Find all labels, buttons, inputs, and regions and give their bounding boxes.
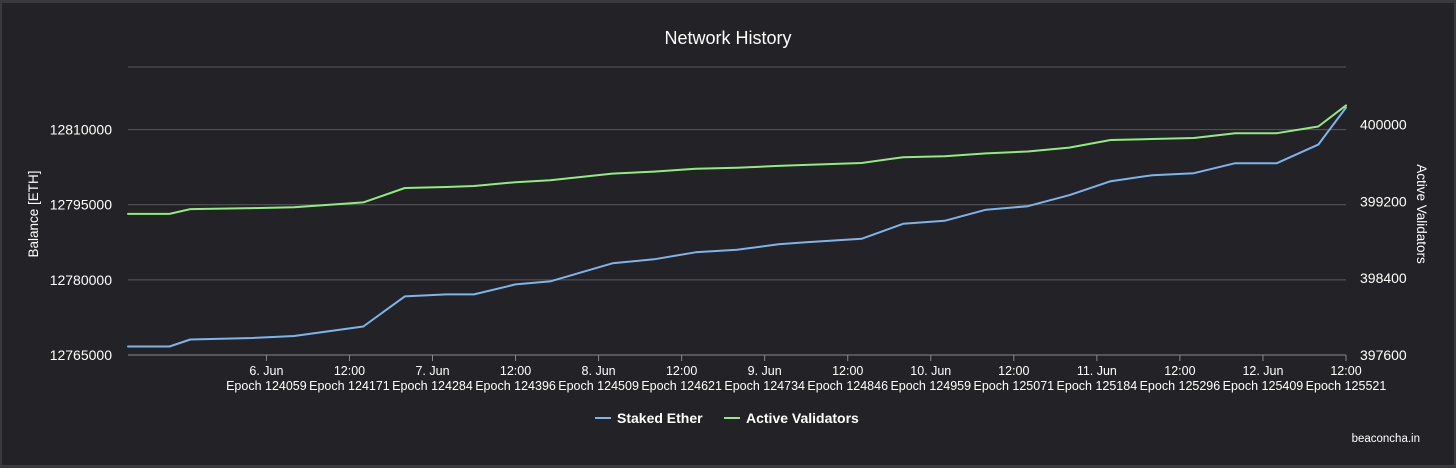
legend-item-active-validators[interactable]: Active Validators — [724, 410, 859, 426]
left-y-tick-label: 12780000 — [50, 272, 113, 288]
right-y-axis-ticks: 397600 398400 399200 400000 — [1360, 117, 1407, 363]
legend-label-active-validators: Active Validators — [746, 410, 859, 426]
series-line-staked-ether — [127, 106, 1347, 348]
chart-canvas: Network History 12765000 12780000 12795000… — [26, 28, 1429, 445]
gridlines — [128, 66, 1346, 356]
x-tick-epoch-label: Epoch 125296 — [1140, 379, 1221, 393]
x-tick-date-label: 12:00 — [666, 364, 697, 378]
x-tick-epoch-label: Epoch 125409 — [1223, 379, 1304, 393]
series-lines — [127, 104, 1347, 348]
x-tick-epoch-label: Epoch 124284 — [392, 379, 473, 393]
x-tick-date-label: 11. Jun — [1077, 364, 1117, 378]
x-tick-epoch-label: Epoch 124846 — [807, 379, 888, 393]
x-tick-date-label: 12:00 — [832, 364, 863, 378]
right-y-tick-label: 397600 — [1360, 347, 1407, 363]
x-tick-epoch-label: Epoch 124396 — [475, 379, 556, 393]
x-tick-epoch-label: Epoch 125071 — [973, 379, 1054, 393]
x-tick-date-label: 9. Jun — [748, 364, 782, 378]
x-tick-date-label: 12:00 — [334, 364, 365, 378]
x-tick-date-label: 10. Jun — [910, 364, 951, 378]
x-tick-epoch-label: Epoch 124509 — [558, 379, 639, 393]
x-tick-date-label: 12:00 — [998, 364, 1029, 378]
x-tick-epoch-label: Epoch 124621 — [641, 379, 722, 393]
left-y-tick-label: 12765000 — [50, 347, 113, 363]
legend-label-staked-ether: Staked Ether — [617, 410, 703, 426]
right-y-axis-label: Active Validators — [1414, 164, 1429, 264]
x-tick-epoch-label: Epoch 125184 — [1057, 379, 1138, 393]
x-tick-epoch-label: Epoch 125521 — [1306, 379, 1387, 393]
right-y-tick-label: 399200 — [1360, 193, 1407, 209]
left-y-tick-label: 12795000 — [50, 197, 113, 213]
x-tick-date-label: 6. Jun — [249, 364, 283, 378]
x-tick-date-label: 8. Jun — [582, 364, 616, 378]
right-y-tick-label: 400000 — [1360, 117, 1407, 133]
left-y-tick-label: 12810000 — [50, 122, 113, 138]
right-y-tick-label: 398400 — [1360, 270, 1407, 286]
credit-link[interactable]: beaconcha.in — [1352, 433, 1420, 445]
x-tick-date-label: 7. Jun — [415, 364, 449, 378]
x-tick-date-label: 12. Jun — [1242, 364, 1283, 378]
legend: Staked Ether Active Validators — [595, 410, 859, 426]
x-tick-epoch-label: Epoch 124734 — [724, 379, 805, 393]
network-history-chart: Network History 12765000 12780000 12795000… — [2, 3, 1454, 465]
x-tick-date-label: 12:00 — [500, 364, 531, 378]
x-tick-epoch-label: Epoch 124059 — [226, 379, 307, 393]
left-y-axis-label: Balance [ETH] — [26, 170, 41, 257]
x-tick-date-label: 12:00 — [1330, 364, 1361, 378]
chart-title: Network History — [664, 28, 791, 48]
x-tick-epoch-label: Epoch 124959 — [890, 379, 971, 393]
legend-item-staked-ether[interactable]: Staked Ether — [595, 410, 703, 426]
left-y-axis-ticks: 12765000 12780000 12795000 12810000 — [50, 122, 113, 363]
series-line-active-validators — [127, 104, 1347, 215]
x-tick-epoch-label: Epoch 124171 — [309, 379, 390, 393]
x-tick-date-label: 12:00 — [1164, 364, 1195, 378]
